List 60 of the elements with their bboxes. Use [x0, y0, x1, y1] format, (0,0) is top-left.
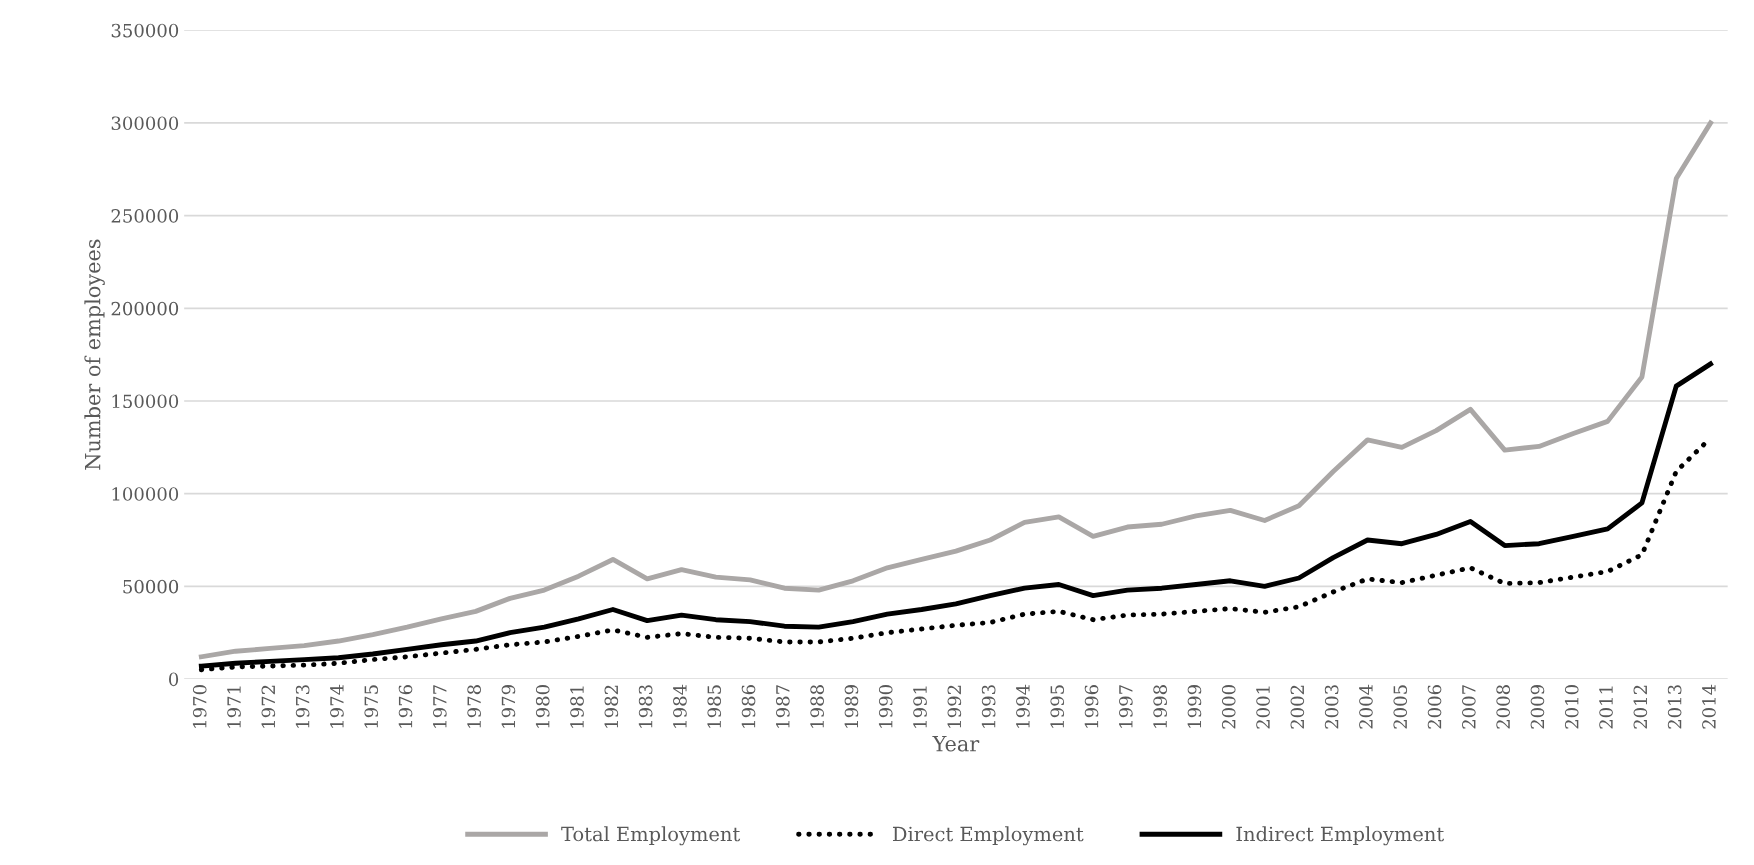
x-tick-label: 1972	[261, 685, 276, 728]
x-tick-label: 1981	[570, 686, 584, 728]
y-tick-label: 150000	[112, 394, 179, 409]
x-tick-label: 2011	[1599, 686, 1613, 729]
x-tick-label: 1974	[330, 684, 344, 728]
line-series	[198, 361, 1713, 669]
x-tick-label: 1986	[741, 685, 756, 728]
y-tick-label: 250000	[111, 209, 179, 223]
x-tick-label: 1971	[227, 686, 241, 728]
line-series	[198, 120, 1713, 660]
x-tick-label: 1992	[947, 685, 962, 728]
x-tick-label: 2009	[1530, 685, 1545, 729]
x-tick-label: 1999	[1187, 685, 1202, 728]
x-axis-title: Year	[932, 736, 980, 752]
x-tick-label: 2002	[1290, 685, 1305, 729]
x-tick-label: 1997	[1119, 685, 1133, 728]
y-tick-label: 50000	[123, 579, 179, 594]
x-tick-label: 1988	[810, 685, 824, 728]
x-tick-label: 1993	[981, 685, 996, 728]
x-tick-label: 2000	[1221, 685, 1236, 729]
x-tick-label: 1994	[1016, 684, 1030, 728]
x-tick-label: 1980	[535, 685, 550, 728]
legend-label: Total Employment	[561, 826, 741, 846]
x-tick-label: 2007	[1462, 685, 1476, 729]
y-tick-label: 350000	[111, 23, 179, 38]
x-tick-label: 1983	[638, 685, 653, 728]
legend-label: Indirect Employment	[1236, 826, 1445, 846]
x-tick-label: 1982	[604, 685, 619, 728]
x-tick-label: 2012	[1633, 685, 1648, 729]
x-tick-label: 2013	[1667, 685, 1682, 729]
x-tick-label: 1985	[707, 685, 722, 728]
x-tick-label: 1984	[673, 684, 687, 728]
x-tick-label: 2001	[1256, 686, 1270, 729]
x-tick-label: 2008	[1496, 685, 1510, 729]
x-tick-label: 1975	[364, 685, 379, 728]
x-tick-label: 2005	[1393, 685, 1408, 729]
x-tick-label: 2014	[1702, 684, 1716, 729]
x-tick-label: 2003	[1324, 685, 1339, 729]
x-tick-label: 1979	[501, 685, 516, 728]
x-tick-label: 1977	[433, 685, 447, 728]
x-tick-label: 1998	[1153, 685, 1167, 728]
x-tick-label: 1987	[776, 685, 790, 728]
x-tick-label: 1996	[1084, 685, 1099, 728]
x-tick-label: 1970	[192, 685, 207, 728]
y-tick-label: 200000	[111, 301, 179, 316]
y-tick-label: 0	[169, 672, 179, 687]
y-tick-label: 300000	[111, 116, 179, 131]
x-tick-label: 1973	[295, 685, 310, 728]
x-tick-label: 1976	[398, 685, 413, 728]
x-tick-label: 2010	[1564, 685, 1579, 729]
x-tick-label: 1990	[878, 685, 893, 728]
legend-label: Direct Employment	[892, 826, 1084, 846]
x-tick-label: 1995	[1050, 685, 1065, 728]
y-axis-title: Number of employees	[84, 239, 105, 470]
x-tick-label: 1989	[844, 685, 859, 728]
y-tick-label: 100000	[112, 487, 179, 501]
x-tick-label: 2004	[1359, 684, 1373, 729]
x-tick-label: 1991	[913, 686, 927, 728]
x-tick-label: 2006	[1427, 685, 1442, 729]
x-tick-label: 1978	[467, 685, 481, 728]
